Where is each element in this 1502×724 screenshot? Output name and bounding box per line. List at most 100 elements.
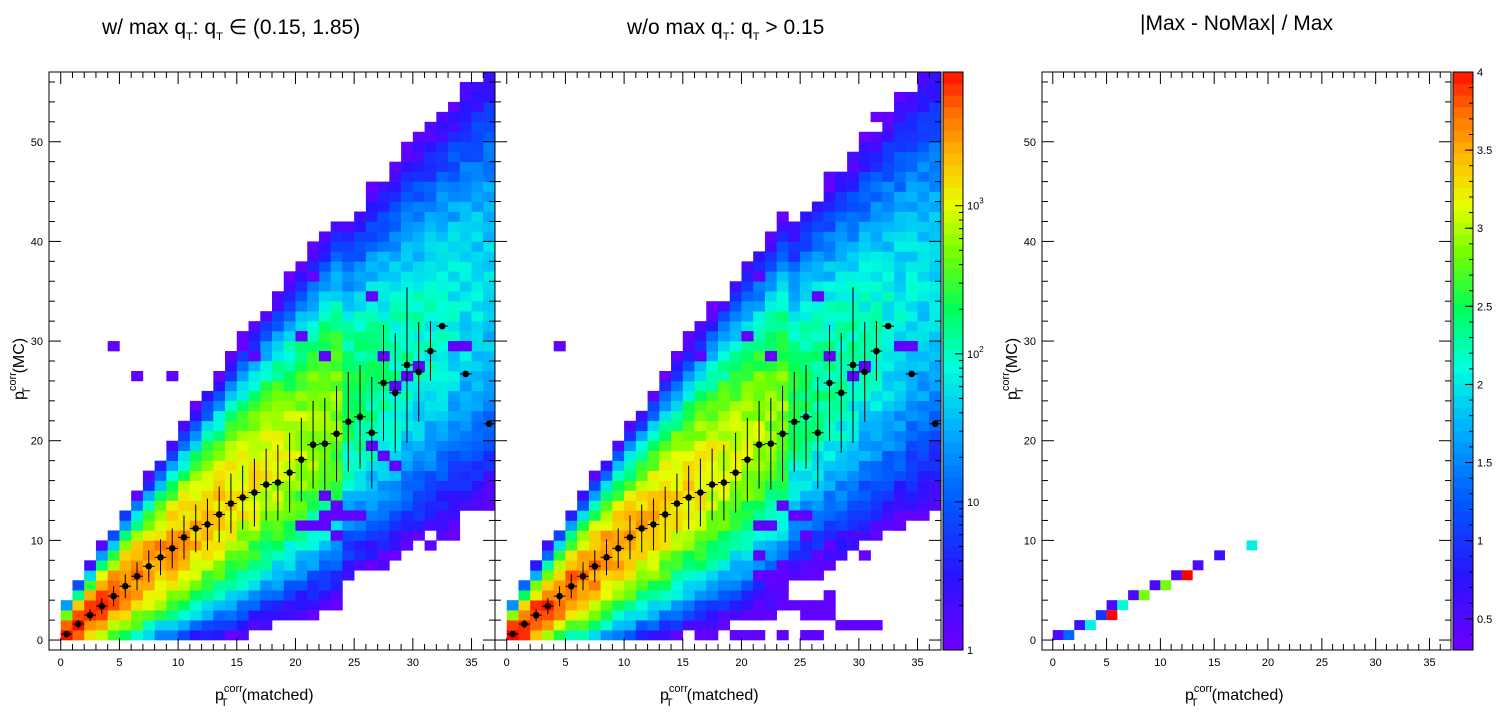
histogram-cell [295,590,308,601]
histogram-cell [882,181,895,192]
histogram-cell [318,351,331,362]
histogram-cell [835,620,848,631]
histogram-cell [905,311,918,322]
histogram-cell [776,510,789,521]
histogram-cell [178,480,191,491]
histogram-cell [330,251,343,262]
histogram-cell [236,370,249,382]
histogram-cell [213,550,226,561]
histogram-cell [225,400,238,412]
histogram-cell [565,520,578,531]
histogram-cell [577,540,590,551]
histogram-cell [776,261,789,272]
histogram-cell [436,530,449,541]
histogram-cell [823,201,836,212]
colorbar-swatch [943,615,963,628]
histogram-cell [894,500,907,511]
histogram-cell [671,450,684,461]
histogram-cell [811,271,824,282]
histogram-cell [166,450,179,461]
histogram-cell [776,231,789,242]
histogram-cell [929,361,942,372]
histogram-cell [342,520,355,531]
histogram-cell [917,251,930,262]
histogram-cell [776,500,789,511]
histogram-cell [905,331,918,342]
histogram-cell [929,321,942,332]
histogram-cell [318,580,331,591]
histogram-cell [401,191,414,202]
profile-point [438,322,446,330]
histogram-cell [459,111,472,123]
histogram-cell [365,251,378,262]
histogram-cell [225,361,238,372]
histogram-cell [389,201,402,212]
histogram-cell [635,410,648,422]
histogram-cell [448,231,461,242]
histogram-cell [436,450,449,461]
histogram-cell [401,490,414,501]
histogram-cell [776,600,789,611]
histogram-cell [729,510,742,521]
histogram-cell [330,231,343,242]
histogram-cell [424,161,437,172]
histogram-cell [729,311,742,322]
histogram-cell [788,251,801,262]
histogram-cell [588,600,601,611]
colorbar-swatch [943,337,963,350]
histogram-cell [905,490,918,501]
histogram-cell [342,261,355,272]
histogram-cell [272,410,285,422]
histogram-cell [389,490,402,501]
histogram-cell [917,341,930,352]
y-tick-label: 10 [31,535,43,547]
histogram-cell [95,610,108,621]
histogram-cell [201,410,214,422]
histogram-cell [706,370,719,382]
histogram-cell [459,291,472,302]
histogram-cell [119,560,132,571]
histogram-cell [729,400,742,412]
histogram-cell [694,420,707,432]
histogram-cell [307,500,320,511]
histogram-cell [823,211,836,222]
histogram-cell [788,241,801,252]
histogram-cell [412,211,425,222]
histogram-cell [917,261,930,272]
histogram-cell [448,141,461,153]
histogram-cell [788,600,801,611]
profile-point [121,582,129,590]
histogram-cell [330,590,343,601]
histogram-cell [389,450,402,461]
histogram-cell [448,420,461,432]
histogram-cell [436,191,449,202]
histogram-cell [894,121,907,133]
histogram-cell [389,281,402,292]
histogram-cell [882,361,895,372]
histogram-cell [107,580,120,591]
histogram-cell [753,610,766,621]
profile-point [720,479,728,486]
histogram-cell [295,500,308,511]
histogram-cell [95,590,108,601]
histogram-cell [213,620,226,631]
histogram-cell [260,331,273,342]
histogram-cell [107,530,120,541]
histogram-cell [436,161,449,172]
histogram-cell [776,241,789,252]
histogram-cell [72,580,85,591]
histogram-cell [929,341,942,352]
histogram-cell [483,241,496,252]
colorbar-swatch [943,534,963,547]
histogram-cell [788,331,801,342]
histogram-cell [166,460,179,471]
histogram-cell [483,410,496,422]
histogram-cell [142,480,155,491]
histogram-cell [894,341,907,352]
histogram-cell [154,510,167,521]
histogram-cell [741,600,754,611]
histogram-cell [213,570,226,581]
histogram-cell [483,500,496,511]
histogram-cell [436,151,449,162]
